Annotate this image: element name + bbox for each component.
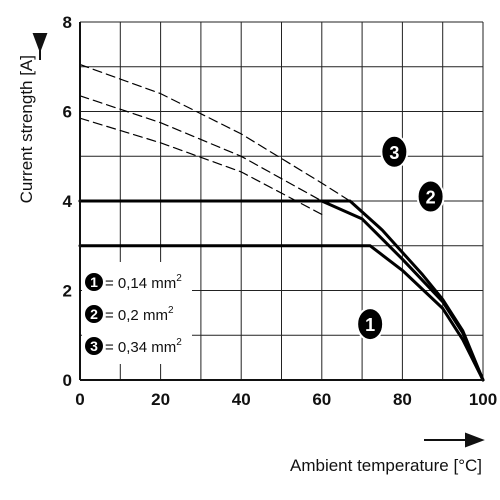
callout-number: 2 [426,188,436,208]
callout-badge [416,179,445,214]
legend-marker-badge [85,337,103,355]
series-line-3-solid [78,199,485,382]
tick-labels: 0 20 40 60 80 100 0 2 4 6 8 [63,13,498,409]
y-axis-arrow-icon [32,33,48,60]
callout-2: 2 [416,179,445,214]
callout-badge [380,134,409,169]
callout-number: 1 [365,315,375,335]
x-tick-label: 80 [393,390,412,409]
legend-label: = 0,2 mm2 [105,305,174,324]
y-axis-label: Current strength [A] [17,55,36,203]
legend-label: = 0,14 mm2 [105,273,182,292]
y-tick-label: 2 [63,282,72,301]
legend-entry: 1 = 0,14 mm2 [85,273,182,292]
x-tick-label: 60 [312,390,331,409]
y-tick-label: 0 [63,371,72,390]
x-tick-label: 20 [151,390,170,409]
legend-marker-badge [85,305,103,323]
legend-marker-number: 2 [90,306,98,322]
y-tick-label: 4 [63,192,73,211]
callouts: 3 2 1 [356,134,445,342]
series-line-2-dashed [79,95,323,202]
legend: 1 = 0,14 mm2 2 = 0,2 mm2 3 = 0,34 mm2 [82,262,192,364]
legend-label: = 0,34 mm2 [105,337,182,356]
callout-3: 3 [380,134,409,169]
legend-marker-number: 1 [90,274,98,290]
legend-entry: 3 = 0,34 mm2 [85,337,182,356]
x-tick-label: 100 [469,390,497,409]
series-line-1-solid [78,244,485,382]
callout-badge [356,307,385,342]
y-tick-label: 6 [63,103,72,122]
legend-marker-badge [85,273,103,291]
x-tick-label: 0 [75,390,84,409]
legend-marker-number: 3 [90,338,98,354]
series-line-1-dashed [79,117,323,215]
callout-number: 3 [389,143,399,163]
legend-entry: 2 = 0,2 mm2 [85,305,174,324]
x-axis-label: Ambient temperature [°C] [290,456,482,475]
x-axis-arrow-icon [424,432,485,448]
series-line-3-dashed [79,63,351,202]
series-layer [78,63,485,382]
x-tick-label: 40 [232,390,251,409]
axes [79,22,483,381]
callout-1: 1 [356,307,385,342]
y-tick-label: 8 [63,13,72,32]
